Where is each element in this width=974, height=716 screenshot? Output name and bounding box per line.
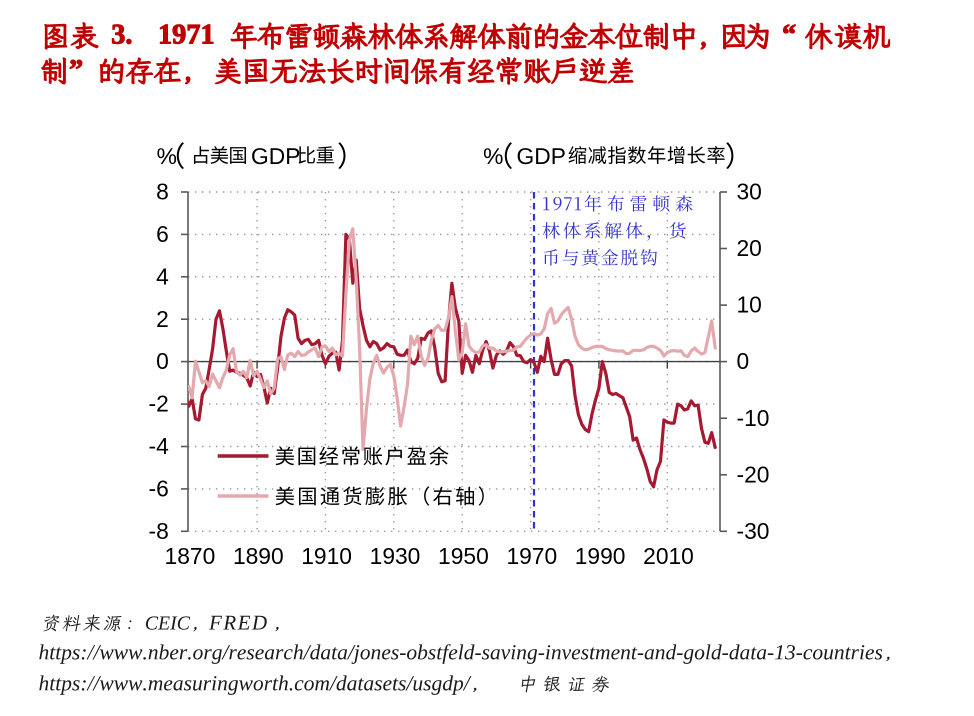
svg-text:-30: -30 (737, 518, 770, 544)
svg-text:8: 8 (156, 179, 169, 205)
svg-text:-6: -6 (149, 475, 169, 501)
svg-text:1930: 1930 (370, 543, 421, 569)
svg-text:-2: -2 (149, 391, 169, 417)
svg-text:-10: -10 (737, 405, 770, 431)
svg-text:30: 30 (737, 179, 762, 205)
svg-text:1990: 1990 (575, 543, 626, 569)
svg-text:1950: 1950 (438, 543, 489, 569)
svg-text:20: 20 (737, 235, 762, 261)
svg-text:1870: 1870 (165, 543, 216, 569)
svg-text:1890: 1890 (233, 543, 284, 569)
svg-text:2010: 2010 (643, 543, 694, 569)
svg-text:0: 0 (156, 348, 169, 374)
svg-text:-20: -20 (737, 461, 770, 487)
svg-text:6: 6 (156, 221, 169, 247)
svg-text:2: 2 (156, 306, 169, 332)
svg-text:-8: -8 (149, 518, 169, 544)
svg-text:1970: 1970 (506, 543, 557, 569)
svg-text:1910: 1910 (301, 543, 352, 569)
svg-text:-4: -4 (149, 433, 170, 459)
svg-text:4: 4 (156, 263, 169, 289)
svg-text:0: 0 (737, 348, 750, 374)
svg-text:10: 10 (737, 292, 762, 318)
